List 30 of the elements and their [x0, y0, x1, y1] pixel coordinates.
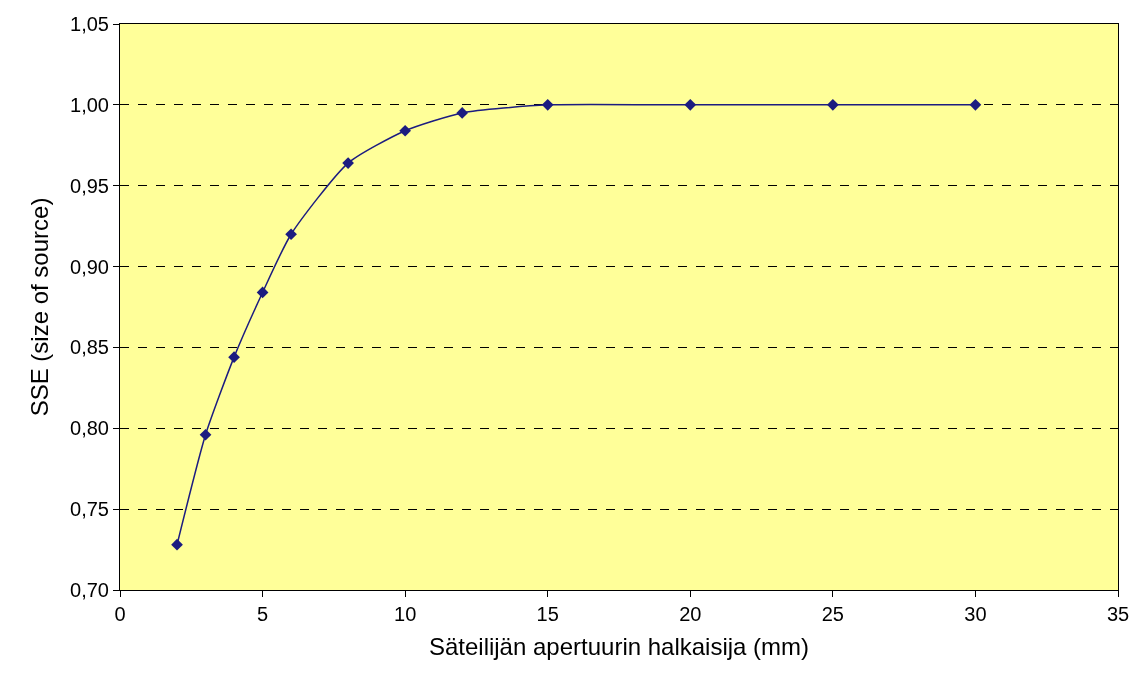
y-tick-label: 0,95 [70, 174, 109, 197]
x-tick-label: 25 [821, 603, 844, 625]
point [827, 99, 839, 111]
y-axis-title: SSE (size of source) [26, 197, 54, 417]
point [285, 228, 297, 241]
y-tick-label: 0,75 [70, 498, 109, 521]
y-tick-label: 0,85 [70, 336, 109, 359]
point [456, 107, 469, 119]
y-tick-label: 0,70 [70, 579, 109, 601]
x-tick-label: 15 [536, 603, 559, 625]
point [199, 428, 212, 441]
x-axis-title: Säteilijän apertuurin halkaisija (mm) [428, 633, 810, 661]
point [228, 351, 240, 363]
point [256, 286, 269, 299]
y-tick-label: 1,00 [70, 93, 109, 116]
point [399, 124, 411, 137]
point [541, 99, 554, 111]
point [684, 99, 697, 111]
point [342, 157, 354, 169]
y-tick-label: 1,05 [70, 13, 109, 35]
x-tick-label: 35 [1106, 603, 1130, 625]
point [969, 99, 982, 111]
x-tick-label: 5 [257, 603, 269, 625]
point [171, 538, 183, 551]
x-tick-label: 10 [394, 603, 417, 625]
y-tick-label: 0,90 [70, 255, 109, 278]
x-tick-label: 20 [679, 603, 702, 625]
x-tick-label: 0 [114, 603, 126, 625]
y-tick-label: 0,80 [70, 417, 109, 440]
x-tick-label: 30 [964, 603, 987, 625]
